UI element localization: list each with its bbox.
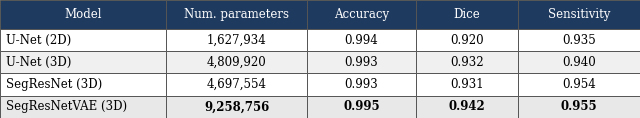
- Text: 1,627,934: 1,627,934: [207, 34, 267, 46]
- Text: 9,258,756: 9,258,756: [204, 100, 269, 113]
- Text: SegResNetVAE (3D): SegResNetVAE (3D): [6, 100, 127, 113]
- Text: U-Net (3D): U-Net (3D): [6, 56, 72, 69]
- Bar: [416, 0, 518, 29]
- Bar: [416, 51, 518, 73]
- Text: 0.920: 0.920: [451, 34, 484, 46]
- Bar: [307, 29, 416, 51]
- Text: 0.993: 0.993: [345, 78, 378, 91]
- Bar: [307, 0, 416, 29]
- Bar: [416, 73, 518, 96]
- Bar: [416, 96, 518, 118]
- Bar: [518, 96, 640, 118]
- Bar: [307, 96, 416, 118]
- Text: Dice: Dice: [454, 8, 481, 21]
- Bar: [307, 73, 416, 96]
- Bar: [518, 29, 640, 51]
- Bar: [0, 0, 166, 29]
- Text: 0.931: 0.931: [451, 78, 484, 91]
- Text: 0.935: 0.935: [563, 34, 596, 46]
- Text: 0.955: 0.955: [561, 100, 598, 113]
- Bar: [166, 96, 307, 118]
- Text: 0.932: 0.932: [451, 56, 484, 69]
- Bar: [518, 73, 640, 96]
- Text: 0.942: 0.942: [449, 100, 486, 113]
- Bar: [416, 29, 518, 51]
- Text: 4,697,554: 4,697,554: [207, 78, 267, 91]
- Bar: [0, 51, 166, 73]
- Text: 0.940: 0.940: [563, 56, 596, 69]
- Text: 0.995: 0.995: [343, 100, 380, 113]
- Bar: [166, 51, 307, 73]
- Text: 0.954: 0.954: [563, 78, 596, 91]
- Bar: [166, 73, 307, 96]
- Text: SegResNet (3D): SegResNet (3D): [6, 78, 102, 91]
- Text: 4,809,920: 4,809,920: [207, 56, 267, 69]
- Bar: [307, 51, 416, 73]
- Bar: [166, 29, 307, 51]
- Text: Model: Model: [65, 8, 102, 21]
- Bar: [0, 29, 166, 51]
- Text: Num. parameters: Num. parameters: [184, 8, 289, 21]
- Text: 0.993: 0.993: [345, 56, 378, 69]
- Bar: [518, 51, 640, 73]
- Bar: [518, 0, 640, 29]
- Text: U-Net (2D): U-Net (2D): [6, 34, 72, 46]
- Text: 0.994: 0.994: [345, 34, 378, 46]
- Text: Sensitivity: Sensitivity: [548, 8, 611, 21]
- Bar: [0, 73, 166, 96]
- Bar: [166, 0, 307, 29]
- Text: Accuracy: Accuracy: [334, 8, 389, 21]
- Bar: [0, 96, 166, 118]
